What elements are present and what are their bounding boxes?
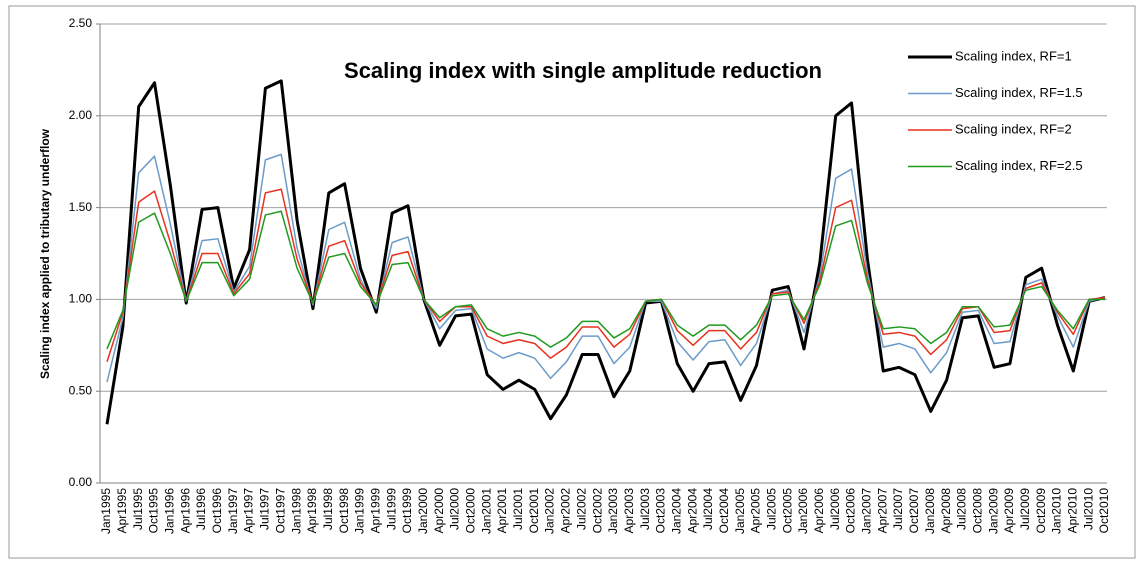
x-tick-label: Oct1999 <box>400 488 414 534</box>
legend-label: Scaling index, RF=1.5 <box>955 85 1083 100</box>
x-tick-label: Oct1995 <box>147 488 161 534</box>
series-line <box>106 153 1106 383</box>
x-tick-label: Jul1999 <box>384 488 398 530</box>
x-tick-label: Apr2007 <box>875 488 889 534</box>
x-tick-label: Jul2000 <box>448 488 462 530</box>
x-tick-label: Jan2000 <box>416 488 430 534</box>
x-tick-label: Oct1997 <box>273 488 287 534</box>
legend-label: Scaling index, RF=1 <box>955 48 1072 63</box>
x-tick-label: Apr2010 <box>1065 488 1079 534</box>
x-tick-label: Jan2002 <box>543 488 557 534</box>
x-tick-label: Jan2007 <box>860 488 874 534</box>
x-tick-label: Apr2003 <box>622 488 636 534</box>
x-tick-label: Apr1996 <box>178 488 192 534</box>
x-tick-label: Apr2009 <box>1002 488 1016 534</box>
y-tick-label: 0.50 <box>69 383 93 397</box>
x-tick-label: Apr2002 <box>559 488 573 534</box>
x-tick-label: Jan1996 <box>163 488 177 534</box>
x-tick-label: Apr1995 <box>115 488 129 534</box>
x-tick-label: Oct1998 <box>337 488 351 534</box>
y-tick-label: 1.00 <box>69 292 93 306</box>
x-tick-label: Apr2006 <box>812 488 826 534</box>
x-tick-label: Apr2008 <box>939 488 953 534</box>
x-tick-label: Oct2004 <box>717 488 731 534</box>
x-tick-label: Oct2006 <box>844 488 858 534</box>
x-tick-label: Jul2006 <box>828 488 842 530</box>
y-tick-label: 0.00 <box>69 475 93 489</box>
x-tick-label: Oct2008 <box>970 488 984 534</box>
series-line <box>106 210 1105 350</box>
x-tick-label: Jan1999 <box>353 488 367 534</box>
x-tick-label: Jan1997 <box>226 488 240 534</box>
series-line <box>106 188 1106 363</box>
x-tick-label: Jul1998 <box>321 488 335 530</box>
x-tick-label: Jan2003 <box>606 488 620 534</box>
x-tick-label: Oct2003 <box>654 488 668 534</box>
x-tick-label: Jul1996 <box>194 488 208 530</box>
legend-label: Scaling index, RF=2.5 <box>955 158 1083 173</box>
y-tick-label: 2.00 <box>69 108 93 122</box>
series-line <box>105 79 1106 425</box>
x-tick-label: Jan2001 <box>479 488 493 534</box>
x-tick-label: Jan1998 <box>289 488 303 534</box>
x-tick-label: Apr1998 <box>305 488 319 534</box>
y-axis-label: Scaling index applied to tributary under… <box>38 128 52 379</box>
x-tick-label: Jul1997 <box>258 488 272 530</box>
x-tick-label: Jul2005 <box>765 488 779 530</box>
x-tick-label: Oct2010 <box>1097 488 1111 534</box>
y-tick-label: 1.50 <box>69 200 93 214</box>
x-tick-label: Oct2005 <box>780 488 794 534</box>
x-tick-label: Oct2009 <box>1034 488 1048 534</box>
x-tick-label: Jul2009 <box>1018 488 1032 530</box>
x-tick-label: Oct2000 <box>464 488 478 534</box>
x-tick-label: Jul2007 <box>891 488 905 530</box>
x-tick-label: Apr2000 <box>432 488 446 534</box>
x-tick-label: Jan2005 <box>733 488 747 534</box>
chart-border <box>8 5 1136 559</box>
y-tick-label: 2.50 <box>69 16 93 30</box>
x-tick-label: Jul2003 <box>638 488 652 530</box>
x-tick-label: Oct2002 <box>590 488 604 534</box>
x-tick-label: Oct2007 <box>907 488 921 534</box>
x-tick-label: Jan2006 <box>796 488 810 534</box>
x-tick-label: Jan1995 <box>99 488 113 534</box>
x-tick-label: Jan2004 <box>669 488 683 534</box>
x-tick-label: Jan2009 <box>986 488 1000 534</box>
x-tick-label: Jul2010 <box>1081 488 1095 530</box>
x-tick-label: Apr1999 <box>368 488 382 534</box>
x-tick-label: Apr1997 <box>242 488 256 534</box>
x-tick-label: Apr2004 <box>685 488 699 534</box>
x-tick-label: Oct2001 <box>527 488 541 534</box>
x-tick-label: Jul2001 <box>511 488 525 530</box>
legend-label: Scaling index, RF=2 <box>955 121 1072 136</box>
x-tick-label: Jul1995 <box>131 488 145 530</box>
x-tick-label: Jan2010 <box>1050 488 1064 534</box>
x-tick-label: Jul2008 <box>955 488 969 530</box>
chart-title: Scaling index with single amplitude redu… <box>344 58 822 83</box>
x-tick-label: Jul2002 <box>574 488 588 530</box>
x-tick-label: Apr2005 <box>749 488 763 534</box>
x-tick-label: Oct1996 <box>210 488 224 534</box>
x-tick-label: Apr2001 <box>495 488 509 534</box>
x-tick-label: Jul2004 <box>701 488 715 530</box>
x-tick-label: Jan2008 <box>923 488 937 534</box>
